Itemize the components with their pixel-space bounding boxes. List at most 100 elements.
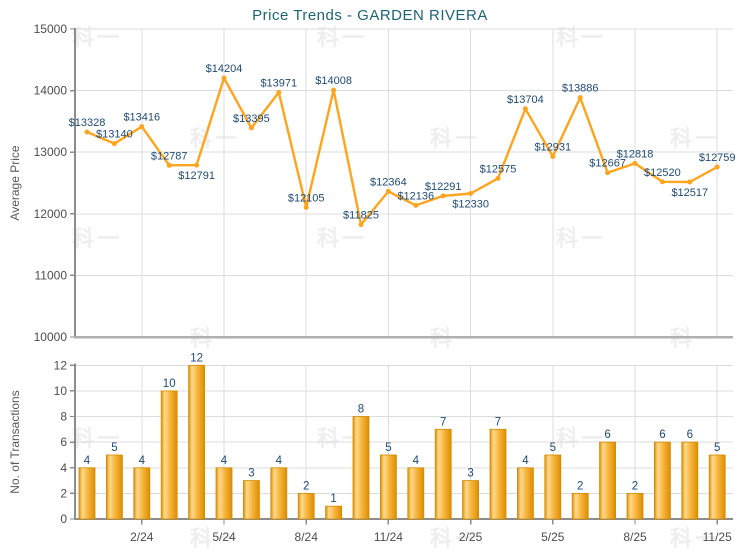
transaction-bar-label: 4	[522, 455, 529, 467]
price-point-marker	[605, 170, 611, 176]
transaction-bar-label: 7	[495, 416, 501, 428]
price-point-label: $13416	[123, 112, 160, 124]
price-point-label: $12517	[671, 187, 708, 199]
price-point-marker	[687, 179, 693, 185]
transaction-bar	[489, 428, 507, 520]
transaction-bar	[160, 390, 178, 520]
transaction-bar-label: 6	[604, 429, 610, 441]
price-point-marker	[659, 179, 665, 185]
price-point-label: $13140	[96, 129, 133, 141]
transaction-bar	[188, 364, 206, 520]
price-point-label: $12818	[617, 148, 654, 160]
transaction-bar-label: 6	[659, 429, 665, 441]
price-point-label: $12136	[397, 190, 434, 202]
transaction-bar	[544, 454, 562, 520]
price-point-marker	[139, 124, 145, 130]
price-point-label: $12520	[644, 167, 681, 179]
transaction-bar-label: 4	[221, 455, 228, 467]
price-point-marker	[166, 162, 172, 168]
x-tick-label: 11/25	[703, 530, 732, 544]
transaction-bar-label: 5	[385, 442, 391, 454]
price-point-label: $12787	[151, 150, 188, 162]
transaction-bar	[517, 467, 534, 520]
price-point-marker	[440, 193, 446, 199]
price-point-marker	[577, 95, 583, 101]
transaction-bar-label: 12	[190, 352, 203, 364]
price-y-tick-label: 10000	[34, 330, 68, 344]
price-point-label: $12105	[288, 192, 325, 204]
price-point-label: $12791	[178, 170, 215, 182]
transaction-bar-label: 6	[687, 429, 693, 441]
transaction-bar-label: 2	[303, 480, 309, 492]
price-point-marker	[385, 188, 391, 194]
transaction-bar	[571, 492, 589, 520]
price-point-marker	[303, 204, 309, 210]
price-point-marker	[221, 75, 227, 81]
x-tick-label: 5/24	[212, 530, 236, 544]
price-point-label: $13395	[233, 113, 270, 125]
price-point-marker	[550, 154, 556, 159]
price-point-marker	[413, 202, 419, 208]
price-y-tick-label: 14000	[34, 84, 68, 98]
transaction-bar-label: 8	[358, 404, 364, 416]
x-tick-label: 8/24	[295, 530, 319, 544]
price-point-marker	[276, 89, 282, 95]
transaction-bar	[462, 480, 480, 520]
transaction-bar-label: 3	[248, 468, 254, 480]
transaction-bar	[78, 467, 96, 520]
price-point-marker	[248, 125, 254, 131]
price-point-label: $12291	[425, 181, 462, 193]
price-point-label: $12364	[370, 176, 407, 188]
transaction-bar	[242, 480, 260, 520]
price-point-marker	[522, 106, 528, 112]
transaction-bar	[215, 467, 233, 520]
transaction-bar-label: 1	[330, 493, 336, 505]
chart-title: Price Trends - GARDEN RIVERA	[252, 7, 488, 24]
price-point-marker	[358, 222, 364, 228]
price-point-marker	[468, 191, 474, 196]
transaction-bar-label: 7	[440, 416, 446, 428]
price-point-marker	[495, 175, 501, 181]
price-y-tick-label: 11000	[35, 268, 68, 282]
transaction-bar	[434, 428, 452, 520]
transaction-bar-label: 4	[139, 455, 146, 467]
price-point-label: $12759	[699, 152, 736, 164]
price-point-label: $13886	[562, 83, 599, 95]
transaction-bar	[325, 505, 343, 520]
transactions-y-tick-label: 8	[60, 410, 67, 424]
x-tick-label: 5/25	[541, 530, 565, 544]
transaction-bar	[599, 441, 616, 520]
price-point-marker	[194, 162, 200, 168]
transaction-bar	[379, 454, 397, 520]
price-point-label: $12931	[534, 142, 571, 154]
transaction-bar	[270, 467, 288, 520]
transaction-bar-label: 2	[632, 480, 638, 492]
transaction-bar-label: 4	[276, 455, 283, 467]
price-point-label: $12330	[452, 199, 489, 211]
transaction-bar	[626, 492, 644, 520]
transactions-y-tick-label: 2	[60, 486, 67, 500]
price-point-label: $14204	[206, 63, 243, 75]
price-point-marker	[84, 129, 90, 135]
price-point-marker	[714, 164, 720, 170]
transactions-y-tick-label: 6	[60, 435, 67, 449]
price-point-label: $13704	[507, 94, 544, 106]
transaction-bar	[681, 441, 699, 520]
price-y-tick-label: 15000	[34, 22, 68, 36]
transaction-bar	[708, 454, 726, 520]
price-line	[85, 76, 719, 226]
price-point-label: $14008	[315, 75, 352, 87]
transactions-y-tick-label: 4	[60, 461, 67, 475]
transaction-bar-label: 2	[577, 480, 583, 492]
x-tick-label: 8/25	[623, 530, 647, 544]
transaction-bar-label: 5	[550, 442, 556, 454]
price-point-marker	[331, 87, 337, 93]
transaction-bar-label: 3	[467, 468, 473, 480]
x-tick-label: 2/24	[130, 530, 154, 544]
x-tick-label: 2/25	[459, 530, 483, 544]
price-y-tick-label: 13000	[34, 145, 68, 159]
transactions-y-tick-label: 12	[54, 358, 68, 372]
transaction-bar-label: 5	[714, 442, 720, 454]
